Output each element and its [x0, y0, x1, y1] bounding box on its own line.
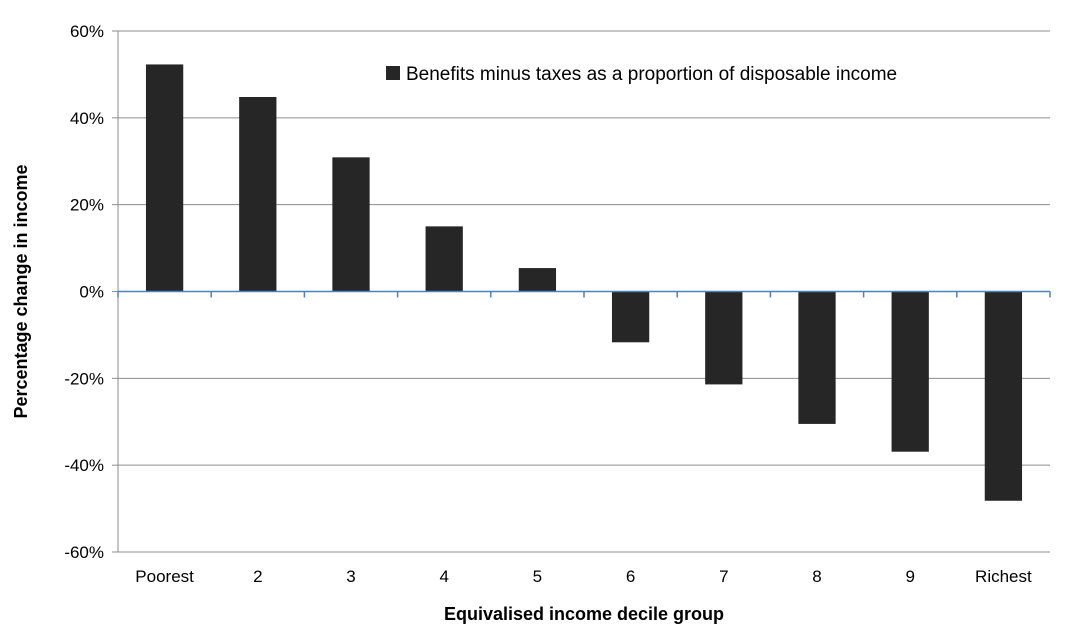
x-tick-label: 7: [719, 567, 728, 586]
bar: [425, 226, 463, 292]
y-tick-label: 0%: [79, 283, 104, 302]
x-tick-label: 4: [439, 567, 448, 586]
x-tick-label: 5: [533, 567, 542, 586]
y-tick-label: -40%: [64, 456, 104, 475]
x-tick-labels: Poorest 2 3 4 5 6 7 8 9 Richest: [135, 567, 1032, 586]
bar: [332, 157, 370, 292]
bars: [145, 64, 1023, 501]
bar: [611, 291, 650, 343]
y-tick-label: -20%: [64, 369, 104, 388]
bar: [705, 291, 743, 385]
x-tick-label: 6: [626, 567, 635, 586]
y-tick-label: -60%: [64, 543, 104, 562]
x-tick-label: Richest: [975, 567, 1032, 586]
y-tick-label: 40%: [70, 109, 104, 128]
y-tick-label: 60%: [70, 22, 104, 41]
bar: [891, 291, 929, 452]
x-tick-label: 3: [346, 567, 355, 586]
x-tick-label: 9: [905, 567, 914, 586]
x-tick-label: Poorest: [135, 567, 194, 586]
x-tick-label: 2: [253, 567, 262, 586]
bar: [984, 291, 1023, 501]
y-tick-label: 20%: [70, 196, 104, 215]
legend-label: Benefits minus taxes as a proportion of …: [406, 64, 897, 85]
bar: [145, 64, 184, 292]
x-axis-title: Equivalised income decile group: [444, 604, 724, 624]
y-axis-title: Percentage change in income: [11, 164, 31, 418]
legend: Benefits minus taxes as a proportion of …: [386, 64, 897, 85]
y-tick-labels: 60% 40% 20% 0% -20% -40% -60%: [64, 22, 118, 562]
x-axis: [117, 290, 1051, 298]
x-tick-label: 8: [812, 567, 821, 586]
bar: [798, 291, 836, 424]
bar: [239, 96, 277, 292]
legend-swatch: [386, 66, 400, 80]
bar: [518, 268, 557, 292]
